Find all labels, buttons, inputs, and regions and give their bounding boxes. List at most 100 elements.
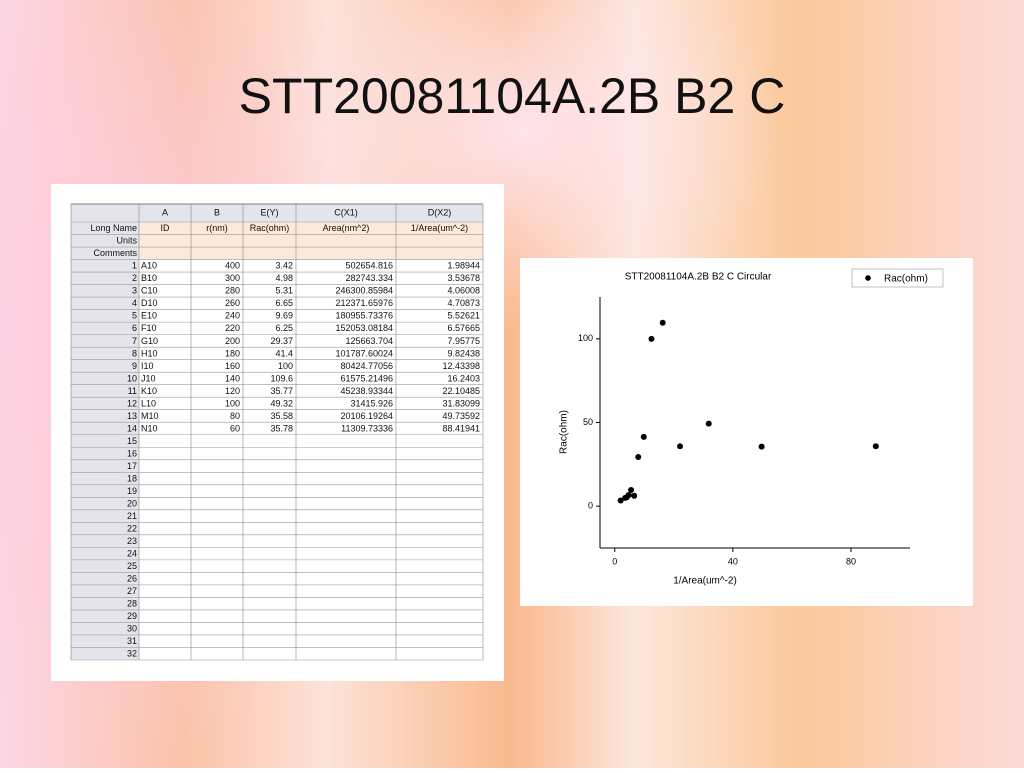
table-cell: C10 [141, 286, 158, 296]
table-cell: 16.2403 [447, 373, 480, 383]
table-cell: 120 [225, 386, 240, 396]
row-label: 8 [132, 348, 137, 358]
column-header: C(X1) [334, 207, 358, 217]
legend-box [851, 268, 944, 288]
row-label: 20 [127, 498, 137, 508]
row-label: 27 [127, 586, 137, 596]
table-cell: 80424.77056 [340, 361, 393, 371]
table-cell: 7.95775 [447, 336, 480, 346]
table-cell: 45238.93344 [340, 386, 393, 396]
data-point [659, 319, 666, 326]
table-cell: 180 [225, 348, 240, 358]
table-cell: r(nm) [206, 223, 228, 233]
x-tick-label: 40 [728, 556, 738, 566]
table-cell: 20106.19264 [340, 411, 393, 421]
table-cell: 6.25 [275, 323, 293, 333]
table-cell: 152053.08184 [335, 323, 393, 333]
table-cell: 41.4 [275, 348, 293, 358]
table-cell: 1.98944 [447, 261, 480, 271]
x-axis-label: 1/Area(um^-2) [673, 576, 737, 587]
row-label: 32 [127, 649, 137, 659]
table-cell: 100 [278, 361, 293, 371]
data-point [625, 492, 632, 499]
table-cell: 9.82438 [447, 348, 480, 358]
table-cell: 4.70873 [447, 298, 480, 308]
table-cell: 109.6 [270, 373, 293, 383]
table-cell: 9.69 [275, 311, 293, 321]
table-cell: F10 [141, 323, 157, 333]
table-cell: 11309.73336 [341, 423, 393, 433]
column-header: A [162, 207, 168, 217]
row-label: 2 [132, 273, 137, 283]
table-cell: Rac(ohm) [250, 223, 290, 233]
row-label: 23 [127, 536, 137, 546]
table-cell: I10 [141, 361, 154, 371]
table-cell: 49.32 [270, 398, 293, 408]
row-label: 19 [127, 486, 137, 496]
row-label: 7 [132, 336, 137, 346]
legend-label: Rac(ohm) [884, 274, 928, 285]
table-cell: 5.31 [275, 286, 293, 296]
table-cell: 400 [225, 261, 240, 271]
row-label: 26 [127, 574, 137, 584]
data-point [758, 443, 765, 450]
data-point [617, 497, 624, 504]
data-point [628, 486, 635, 493]
x-tick-label: 0 [612, 556, 617, 566]
table-cell: 29.37 [270, 336, 293, 346]
table-cell: 35.78 [270, 423, 293, 433]
table-cell: 31.83099 [442, 398, 480, 408]
table-cell: B10 [141, 273, 157, 283]
row-label: 10 [127, 373, 137, 383]
table-cell: L10 [141, 398, 156, 408]
y-tick-label: 0 [588, 501, 593, 511]
table-cell: 3.53678 [447, 273, 480, 283]
row-label: 6 [132, 323, 137, 333]
table-cell: 300 [225, 273, 240, 283]
table-cell: 61575.21496 [340, 373, 393, 383]
table-cell: K10 [141, 386, 157, 396]
table-cell: 6.57665 [447, 323, 480, 333]
row-label: 18 [127, 473, 137, 483]
table-cell: 12.43398 [442, 361, 480, 371]
data-point [648, 335, 655, 342]
table-cell: 180955.73376 [335, 311, 393, 321]
table-cell: 88.41941 [442, 423, 480, 433]
legend-marker [865, 275, 871, 281]
chart-title: STT20081104A.2B B2 C Circular [625, 272, 772, 283]
table-cell: 240 [225, 311, 240, 321]
row-label: 28 [127, 599, 137, 609]
table-cell: H10 [141, 348, 158, 358]
table-cell: 80 [230, 411, 240, 421]
y-tick-label: 100 [578, 333, 593, 343]
data-point [677, 443, 684, 450]
row-label: 29 [127, 611, 137, 621]
meta-row-bg [139, 247, 483, 260]
table-cell: M10 [141, 411, 159, 421]
row-label: 11 [128, 386, 137, 396]
meta-row-bg [139, 222, 483, 235]
table-cell: 140 [225, 373, 240, 383]
row-label: 3 [132, 286, 137, 296]
table-cell: 212371.65976 [335, 298, 393, 308]
table-cell: 1/Area(um^-2) [411, 223, 468, 233]
table-cell: 6.65 [275, 298, 293, 308]
row-label: 22 [127, 523, 137, 533]
table-cell: 200 [225, 336, 240, 346]
data-point [872, 443, 879, 450]
row-label: 13 [127, 411, 137, 421]
table-cell: 49.73592 [442, 411, 480, 421]
table-cell: 3.42 [275, 261, 293, 271]
table-cell: 35.58 [270, 411, 293, 421]
table-cell: 35.77 [270, 386, 293, 396]
row-label: 14 [127, 423, 137, 433]
row-label: 12 [127, 398, 137, 408]
meta-row-bg [139, 234, 483, 248]
table-cell: 4.98 [275, 273, 293, 283]
y-axis-label: Rac(ohm) [559, 410, 570, 454]
column-header: D(X2) [428, 207, 452, 217]
table-cell: G10 [141, 336, 158, 346]
row-label: 24 [127, 549, 137, 559]
chart-panel [520, 258, 973, 606]
